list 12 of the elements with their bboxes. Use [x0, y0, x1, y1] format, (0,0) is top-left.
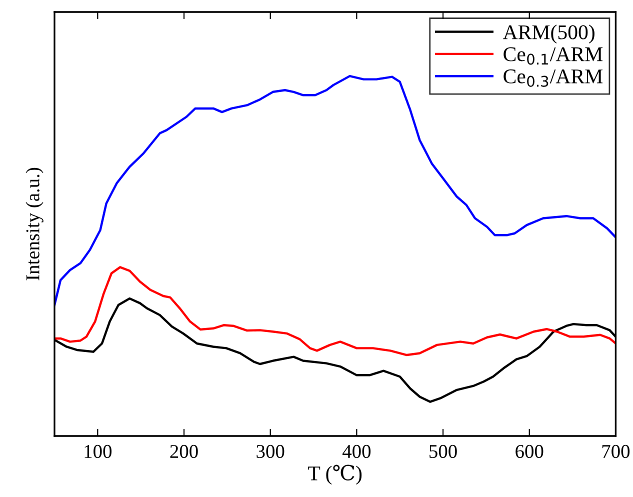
x-tick-label: 500: [430, 444, 457, 458]
x-tick-label: 300: [256, 444, 284, 458]
x-tick-label: 700: [602, 444, 630, 458]
x-tick-label: 400: [342, 444, 371, 458]
legend-label: ARM(500): [502, 24, 594, 44]
x-tick-label: 600: [516, 444, 544, 458]
legend-label: Ce$_{0.3}$/ARM: [504, 69, 603, 87]
x-tick-label: 200: [170, 444, 198, 458]
x-tick-label: 100: [84, 444, 112, 458]
legend-label: Ce$_{0.1}$/ARM: [504, 47, 603, 65]
x-axis-title: T (℃): [308, 464, 362, 485]
y-axis-title: Intensity (a.u.): [26, 168, 44, 280]
